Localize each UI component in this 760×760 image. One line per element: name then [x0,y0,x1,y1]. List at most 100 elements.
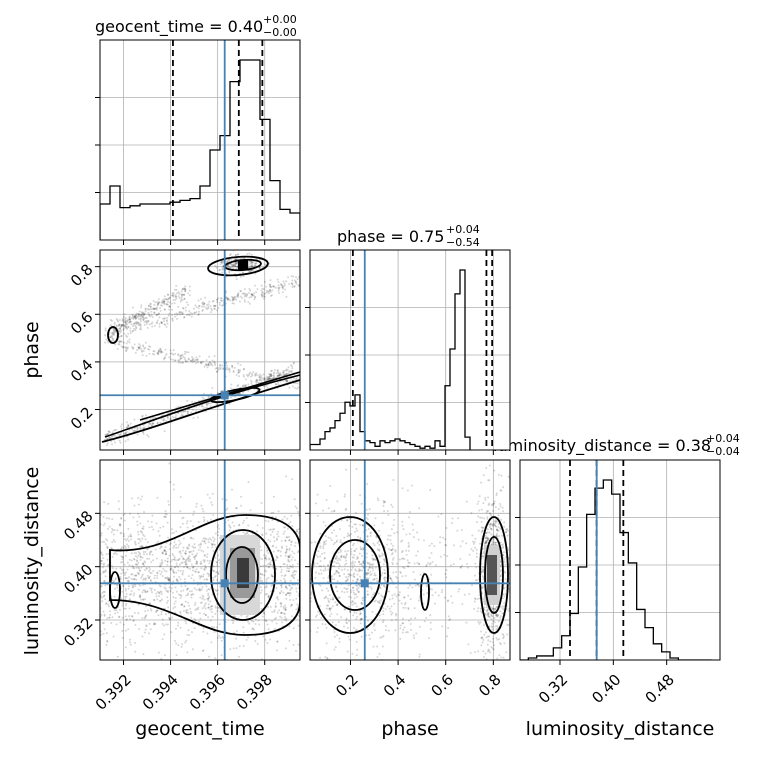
sample-point [382,610,385,613]
sample-point [143,560,146,563]
sample-point [256,524,259,527]
sample-point [366,552,369,555]
sample-point [351,562,354,565]
sample-point [288,539,291,542]
sample-point [216,309,219,312]
sample-point [166,316,169,319]
sample-point [130,590,133,593]
sample-point [384,580,387,583]
sample-point [169,589,172,592]
sample-point [368,562,371,565]
sample-point [214,264,217,267]
sample-point [230,383,233,386]
sample-point [476,579,479,582]
sample-point [282,563,285,566]
sample-point [264,638,267,641]
sample-point [297,579,300,582]
sample-point [237,295,240,298]
sample-point [124,326,127,329]
sample-point [132,316,135,319]
sample-point [231,264,234,267]
sample-point [141,316,144,319]
sample-point [185,594,188,597]
sample-point [109,613,112,616]
sample-point [186,566,189,569]
sample-point [273,617,276,620]
sample-point [211,546,214,549]
sample-point [140,311,143,314]
sample-point [194,562,197,565]
sample-point [321,622,324,625]
sample-point [357,591,360,594]
sample-point [485,636,488,639]
sample-point [177,359,180,362]
sample-point [203,302,206,305]
sample-point [182,546,185,549]
sample-point [261,294,264,297]
sample-point [254,264,257,267]
sample-point [250,261,253,264]
sample-point [115,567,118,570]
sample-point [242,531,245,534]
sample-point [402,566,405,569]
sample-point [232,615,235,618]
sample-point [206,304,209,307]
sample-point [256,642,259,645]
sample-point [203,605,206,608]
sample-point [109,336,112,339]
sample-point [107,502,110,505]
sample-point [360,618,363,621]
sample-point [480,508,483,511]
sample-point [148,622,151,625]
sample-point [326,656,329,659]
sample-point [136,559,139,562]
sample-point [338,640,341,643]
sample-point [158,316,161,319]
sample-point [471,534,474,537]
sample-point [237,368,240,371]
sample-point [391,547,394,550]
sample-point [141,574,144,577]
sample-point [255,530,258,533]
sample-point [270,573,273,576]
sample-point [373,591,376,594]
sample-point [175,562,178,565]
sample-point [271,519,274,522]
sample-point [268,377,271,380]
sample-point [282,371,285,374]
sample-point [101,622,104,625]
sample-point [209,361,212,364]
sample-point [133,577,136,580]
sample-point [263,295,266,298]
sample-point [262,373,265,376]
sample-point [291,550,294,553]
sample-point [186,526,189,529]
sample-point [141,312,144,315]
title-geocent-time: geocent_time = 0.40 +0.00 −0.00 [95,13,297,39]
sample-point [276,278,279,281]
sample-point [481,555,484,558]
sample-point [343,568,346,571]
sample-point [200,360,203,363]
sample-point [135,314,138,317]
sample-point [487,539,490,542]
sample-point [397,593,400,596]
sample-point [236,294,239,297]
sample-point [210,542,213,545]
sample-point [345,621,348,624]
sample-point [383,572,386,575]
sample-point [295,276,298,279]
sample-point [480,530,483,533]
sample-point [255,372,258,375]
sample-point [287,558,290,561]
sample-point [389,577,392,580]
sample-point [133,343,136,346]
sample-point [486,606,489,609]
sample-point [162,298,165,301]
sample-point [259,591,262,594]
sample-point [108,616,111,619]
sample-point [103,522,106,525]
sample-point [188,294,191,297]
sample-point [109,437,112,440]
sample-point [126,568,129,571]
